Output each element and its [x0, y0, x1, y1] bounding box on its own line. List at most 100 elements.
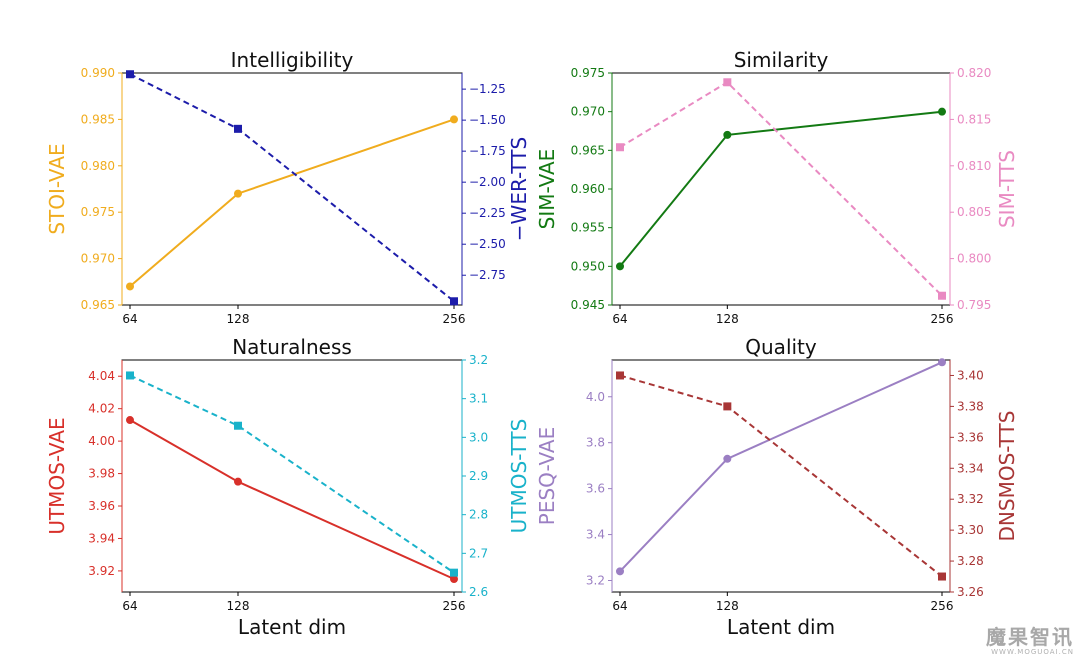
x-tick-label: 256 — [443, 312, 466, 326]
right-tick-label: 3.0 — [469, 430, 488, 444]
right-tick-label: 2.6 — [469, 585, 488, 599]
right-tick-label: 0.820 — [957, 66, 991, 80]
data-point-circle — [616, 567, 624, 576]
left-tick-label: 3.92 — [88, 564, 115, 578]
data-point-square — [938, 291, 946, 300]
plot-frame — [611, 359, 951, 593]
right-tick-label: 3.40 — [957, 368, 984, 382]
right-tick-label: 0.810 — [957, 159, 991, 173]
left-tick-label: 0.985 — [81, 112, 115, 126]
left-tick-label: 4.00 — [88, 434, 115, 448]
left-tick-label: 3.8 — [586, 436, 605, 450]
data-point-square — [616, 143, 624, 152]
x-tick-label: 64 — [122, 312, 137, 326]
series-line-1 — [129, 419, 455, 580]
x-tick-label: 256 — [931, 599, 954, 613]
right-tick-label: 0.800 — [957, 252, 991, 266]
chart-title: Quality — [745, 335, 817, 359]
data-point-circle — [126, 282, 134, 291]
right-tick-label: −2.75 — [469, 268, 506, 282]
left-tick-label: 3.96 — [88, 499, 115, 513]
data-point-square — [126, 371, 134, 380]
right-tick-label: 3.30 — [957, 523, 984, 537]
right-tick-label: −2.25 — [469, 206, 506, 220]
x-tick-label: 64 — [612, 599, 627, 613]
data-point-square — [723, 78, 732, 87]
right-tick-label: 3.36 — [957, 430, 984, 444]
chart-panel-3: Naturalness 64 128 256 Latent dim 3.92 3.94 3.9… — [45, 335, 531, 639]
left-tick-label: 4.02 — [88, 402, 115, 416]
right-axis-label: UTMOS-TTS — [507, 419, 531, 534]
data-point-square — [450, 568, 458, 577]
left-tick-label: 0.980 — [81, 159, 115, 173]
series-line-2 — [619, 81, 943, 297]
data-point-square — [938, 572, 946, 581]
x-tick-label: 128 — [716, 312, 739, 326]
x-tick-label: 128 — [227, 312, 250, 326]
right-tick-label: 2.9 — [469, 469, 488, 483]
x-axis-label: Latent dim — [238, 615, 346, 639]
left-tick-label: 3.2 — [586, 574, 605, 588]
right-tick-label: 3.2 — [469, 353, 488, 367]
right-axis-label: SIM-TTS — [995, 150, 1019, 228]
right-tick-label: −2.50 — [469, 237, 506, 251]
watermark-main-text: 魔果智讯 — [986, 625, 1074, 649]
left-tick-label: 0.990 — [81, 66, 115, 80]
left-tick-label: 3.4 — [586, 528, 605, 542]
left-axis-label: SIM-VAE — [535, 149, 559, 230]
right-tick-label: −2.00 — [469, 175, 506, 189]
data-point-circle — [126, 416, 134, 425]
x-tick-label: 128 — [716, 599, 739, 613]
data-point-circle — [723, 454, 732, 463]
right-tick-label: 3.26 — [957, 585, 984, 599]
series-line-2 — [129, 374, 455, 574]
chart-panel-4: Quality 64 128 256 Latent dim 3.2 3.4 3.6 3.8 4.0… — [535, 335, 1019, 639]
chart-panel-1: Intelligibility 64 128 256 0.965 0.970 0.975 0.… — [45, 48, 531, 326]
data-point-square — [234, 124, 242, 133]
right-tick-label: 0.805 — [957, 205, 991, 219]
series-line-2 — [129, 73, 455, 303]
series-line-1 — [619, 361, 943, 572]
chart-title: Intelligibility — [231, 48, 354, 72]
left-tick-label: 0.950 — [571, 259, 605, 273]
right-tick-label: 2.8 — [469, 508, 488, 522]
data-point-circle — [938, 107, 946, 116]
data-point-circle — [723, 130, 732, 139]
data-point-circle — [234, 189, 242, 198]
chart-panel-2: Similarity 64 128 256 0.945 0.950 0.955 0.960 0.… — [535, 48, 1019, 326]
x-tick-label: 256 — [443, 599, 466, 613]
left-tick-label: 0.975 — [571, 66, 605, 80]
plot-frame — [121, 72, 463, 306]
right-tick-label: −1.75 — [469, 144, 506, 158]
watermark-sub-text: WWW.MOGUOAI.CN — [991, 648, 1074, 656]
left-axis-label: UTMOS-VAE — [45, 417, 69, 534]
data-point-circle — [450, 575, 458, 584]
right-tick-label: 3.1 — [469, 392, 488, 406]
right-tick-label: −1.50 — [469, 113, 506, 127]
x-tick-label: 64 — [122, 599, 137, 613]
left-tick-label: 3.6 — [586, 482, 605, 496]
data-point-square — [234, 421, 242, 430]
x-tick-label: 256 — [931, 312, 954, 326]
right-tick-label: 2.7 — [469, 546, 488, 560]
left-tick-label: 4.04 — [88, 369, 115, 383]
left-tick-label: 0.965 — [571, 143, 605, 157]
left-tick-label: 3.94 — [88, 531, 115, 545]
right-axis-label: DNSMOS-TTS — [995, 411, 1019, 542]
plot-frame — [121, 359, 463, 593]
data-point-circle — [234, 477, 242, 486]
data-point-circle — [450, 115, 458, 124]
left-tick-label: 0.970 — [571, 105, 605, 119]
left-tick-label: 0.960 — [571, 182, 605, 196]
left-tick-label: 3.98 — [88, 467, 115, 481]
left-axis-label: PESQ-VAE — [535, 427, 559, 525]
data-point-square — [616, 371, 624, 380]
left-tick-label: 0.955 — [571, 221, 605, 235]
x-axis-label: Latent dim — [727, 615, 835, 639]
data-point-circle — [938, 358, 946, 367]
right-tick-label: 0.795 — [957, 298, 991, 312]
plot-frame — [611, 72, 951, 306]
data-point-square — [723, 402, 732, 411]
data-point-square — [126, 70, 134, 79]
